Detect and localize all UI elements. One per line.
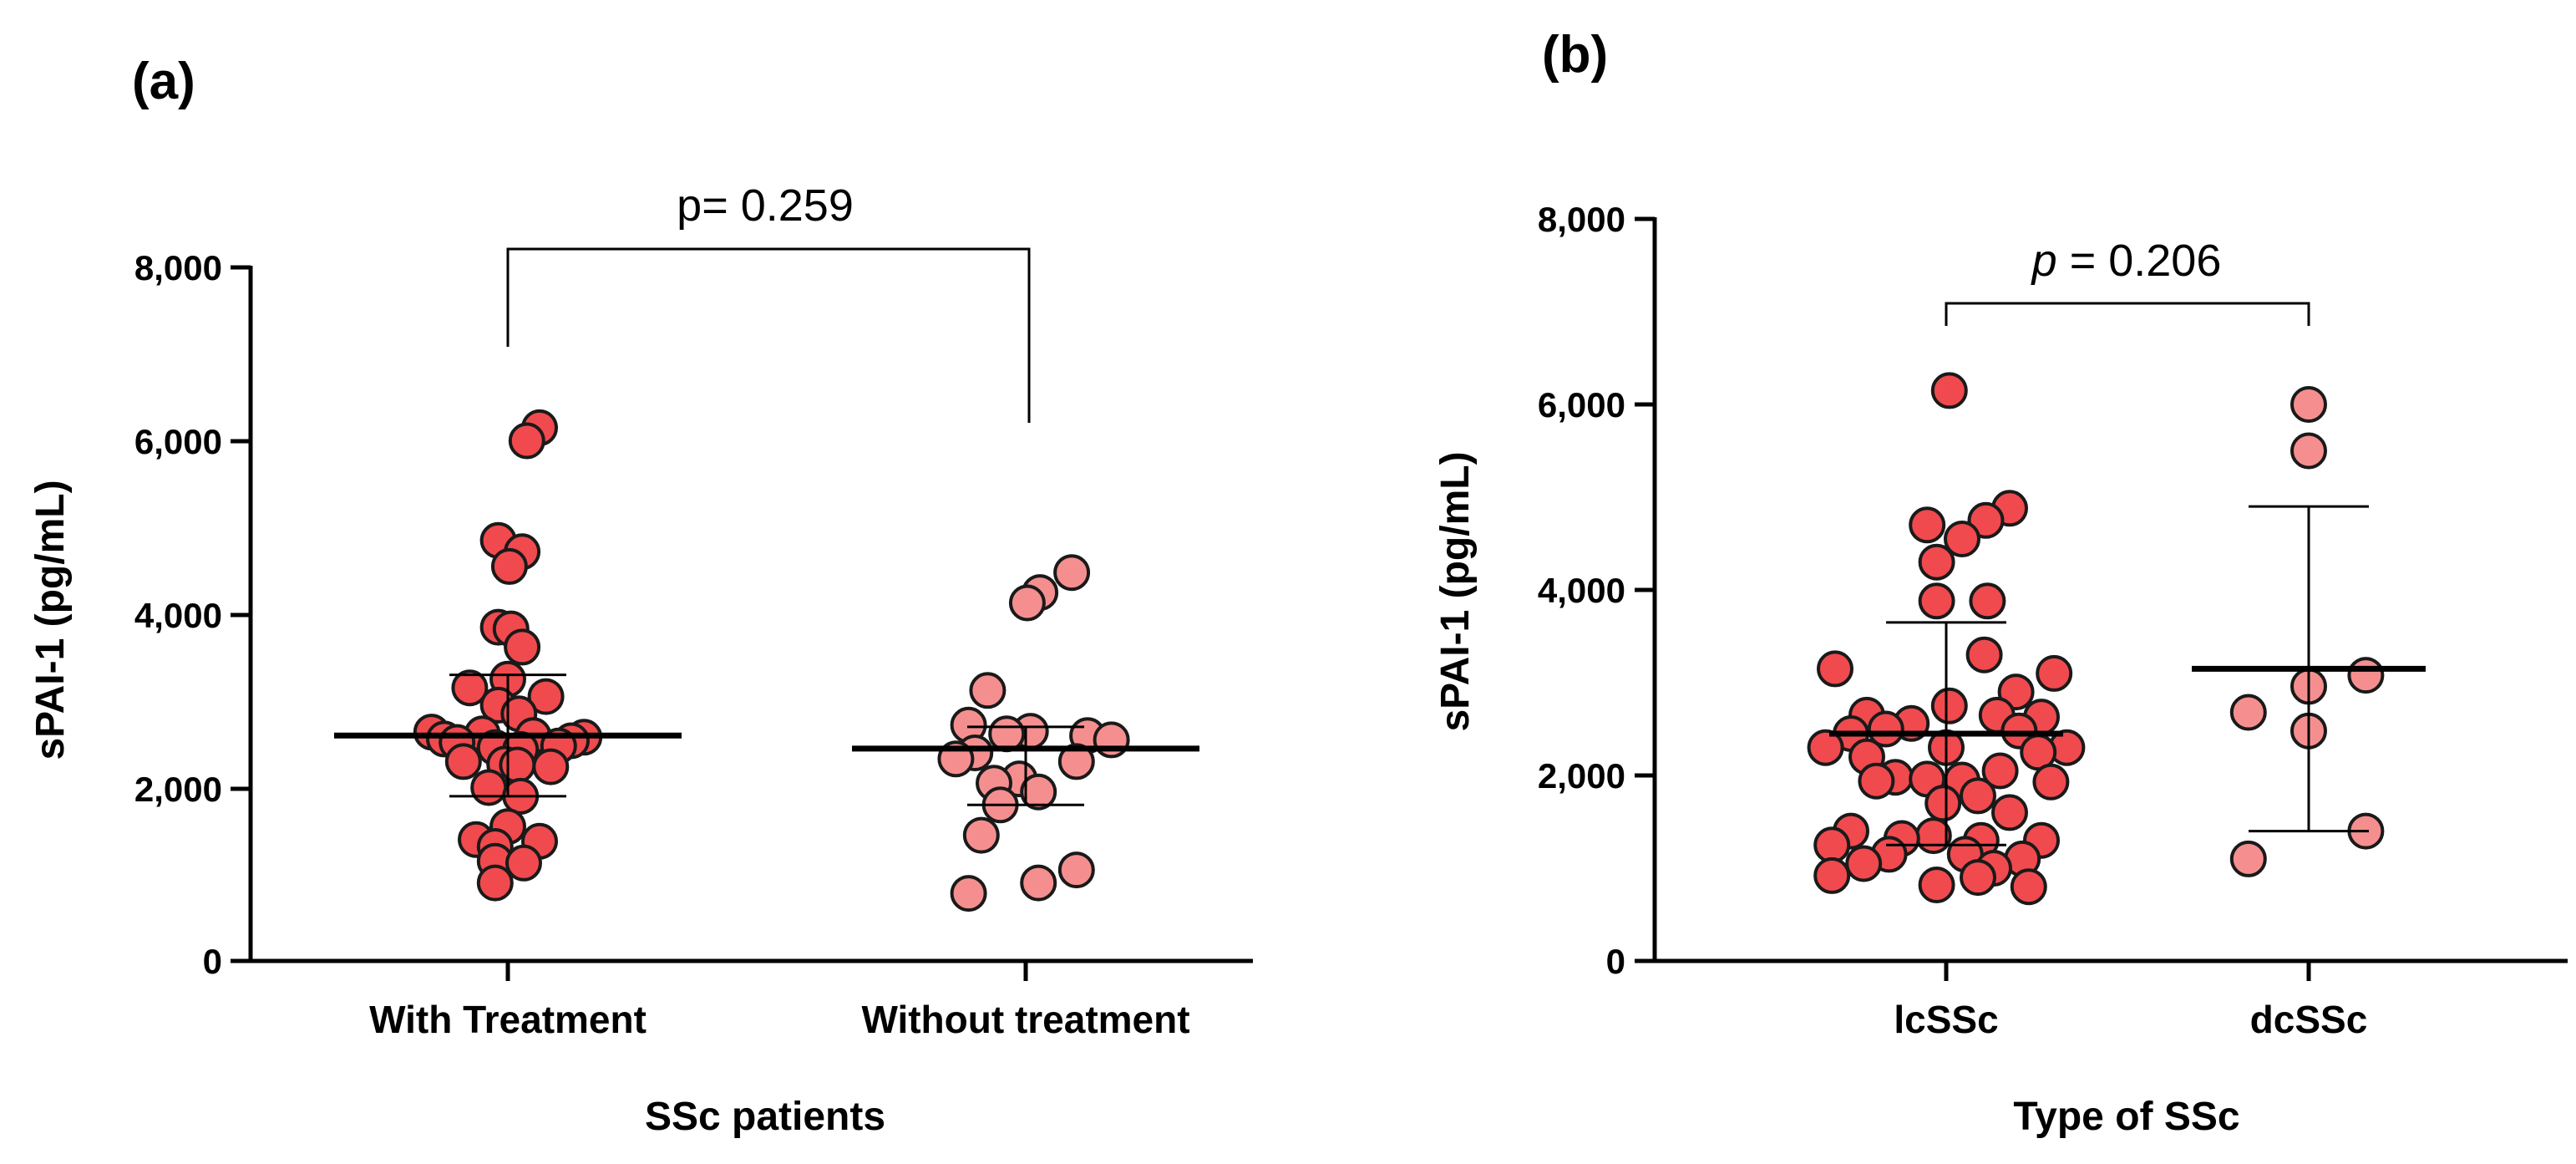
panel-b-significance-bracket: [1945, 302, 2310, 326]
panel-a-data-point: [962, 816, 1000, 854]
panel-b-x-axis-title: Type of SSc: [2013, 1095, 2239, 1139]
panel-b-y-tick-2: 4,000: [1538, 571, 1655, 610]
panel-a-data-point: [1020, 773, 1057, 811]
panel-b-data-point: [1813, 826, 1851, 864]
panel-b-axes: [1652, 217, 2568, 963]
panel-b-data-point: [1918, 582, 1955, 620]
panel-b-data-point: [1960, 777, 1996, 815]
panel-a-data-point: [988, 715, 1026, 753]
panel-b-data-point: [2229, 694, 2267, 731]
panel-a-data-point: [504, 628, 541, 666]
panel-b-data-point: [1909, 506, 1946, 544]
panel-a-data-point: [508, 422, 545, 460]
panel-a-data-point: [1053, 554, 1091, 592]
panel-a-x-axis-title: SSc patients: [645, 1095, 885, 1139]
panel-b-y-tick-0: 0: [1606, 942, 1655, 981]
panel-a-data-point: [950, 875, 987, 912]
panel-b-y-tick-label: 8,000: [1538, 200, 1625, 239]
panel-b-data-point: [1807, 729, 1844, 766]
panel-b-data-point: [2032, 763, 2070, 801]
panel-b: (b) sPAI‑1 (pg/mL) 8,000 6,000 4,000 2,0…: [1433, 26, 2568, 1139]
panel-b-y-tick-label: 0: [1606, 942, 1625, 981]
panel-b-x-category-label: dcSSc: [2250, 998, 2368, 1041]
panel-a-data-point: [1057, 851, 1095, 889]
panel-a-data-point: [470, 769, 508, 806]
panel-a-y-tick-label: 0: [203, 942, 222, 981]
panel-b-y-tick-3: 6,000: [1538, 385, 1655, 424]
panel-b-data-point: [1867, 710, 1904, 748]
panel-b-y-axis-title: sPAI‑1 (pg/mL): [1433, 451, 1478, 731]
panel-b-y-tick-1: 2,000: [1538, 756, 1655, 795]
panel-b-data-point: [2347, 657, 2385, 694]
panel-b-data-point: [2229, 840, 2267, 877]
panel-b-x-category-label: lcSSc: [1894, 998, 1998, 1041]
panel-b-data-point: [1817, 650, 1853, 688]
panel-a-significance-bracket: [506, 247, 1031, 423]
panel-a-data-point: [969, 672, 1007, 709]
panel-b-p-value: p = 0.206: [2031, 236, 2222, 286]
panel-a-data-point: [490, 547, 528, 585]
panel-b-y-ticks: 8,000 6,000 4,000 2,000 0: [1538, 200, 1655, 981]
panel-b-data-point: [1944, 521, 1980, 557]
panel-a-y-tick-label: 8,000: [134, 248, 222, 287]
panel-a-data-point: [444, 743, 482, 780]
panel-b-y-tick-label: 4,000: [1538, 571, 1625, 610]
panel-b-data-point: [1960, 859, 1996, 897]
panel-a-y-tick-1: 2,000: [134, 770, 251, 809]
panel-a-data-point: [527, 678, 565, 715]
panel-a-plot-area: [334, 409, 1199, 912]
panel-a-x-category-label: With Treatment: [369, 998, 647, 1041]
panel-b-data-point: [1969, 582, 2006, 620]
panel-a-x-category-label: Without treatment: [861, 998, 1189, 1041]
panel-a-data-point: [1057, 743, 1095, 780]
panel-a-p-value: p= 0.259: [677, 180, 854, 231]
panel-a-data-point: [499, 746, 536, 784]
panel-a-axes: [248, 266, 1253, 963]
panel-b-data-point: [1918, 543, 1955, 581]
panel-a-data-point: [505, 844, 542, 882]
panel-a-y-tick-4: 8,000: [134, 248, 251, 287]
panel-b-data-point: [1924, 785, 1962, 822]
p-symbol: p: [2031, 236, 2057, 286]
panel-a-y-tick-label: 4,000: [134, 596, 222, 635]
panel-a-data-point: [451, 669, 489, 707]
panel-b-data-point: [2290, 432, 2327, 470]
panel-a-data-point: [1093, 721, 1130, 759]
panel-b-plot-area: [1807, 372, 2426, 906]
panel-b-data-point: [1965, 636, 2003, 673]
panel-b-label: (b): [1542, 26, 1608, 84]
panel-a-data-point: [532, 748, 570, 785]
panel-b-data-point: [1991, 794, 2028, 831]
panel-b-data-point: [1813, 856, 1851, 894]
panel-a-y-tick-label: 2,000: [134, 770, 222, 809]
panel-b-data-point: [1918, 867, 1955, 903]
panel-a-y-tick-2: 4,000: [134, 596, 251, 635]
panel-b-data-point: [1930, 372, 1968, 409]
panel-a-y-tick-label: 6,000: [134, 422, 222, 461]
panel-b-data-point: [2290, 386, 2327, 423]
p-value-text: = 0.206: [2070, 236, 2222, 286]
panel-a-y-ticks: 8,000 6,000 4,000 2,000 0: [134, 248, 251, 981]
panel-a: (a) sPAI‑1 (pg/mL) 8,000 6,000 4,000 2,0…: [28, 53, 1253, 1139]
panel-b-data-point: [2010, 868, 2047, 906]
panel-b-data-point: [1981, 752, 2019, 790]
panel-a-data-point: [476, 864, 514, 902]
panel-b-data-point: [1967, 501, 2005, 539]
panel-b-data-point: [1858, 762, 1895, 800]
panel-a-y-axis-title: sPAI‑1 (pg/mL): [28, 480, 73, 760]
p-value-text: = 0.259: [702, 180, 854, 231]
panel-b-y-tick-4: 8,000: [1538, 200, 1655, 239]
panel-a-data-point: [1008, 584, 1046, 622]
panel-a-y-tick-0: 0: [203, 942, 251, 981]
panel-b-data-point: [2036, 654, 2073, 692]
panel-b-data-point: [1930, 687, 1968, 724]
panel-b-y-tick-label: 2,000: [1538, 756, 1625, 795]
panel-a-y-tick-3: 6,000: [134, 422, 251, 461]
panel-a-data-point: [1020, 864, 1057, 902]
panel-a-label: (a): [132, 53, 195, 110]
panel-b-data-point: [1845, 845, 1883, 882]
p-symbol: p: [677, 180, 702, 231]
panel-b-y-tick-label: 6,000: [1538, 385, 1625, 424]
